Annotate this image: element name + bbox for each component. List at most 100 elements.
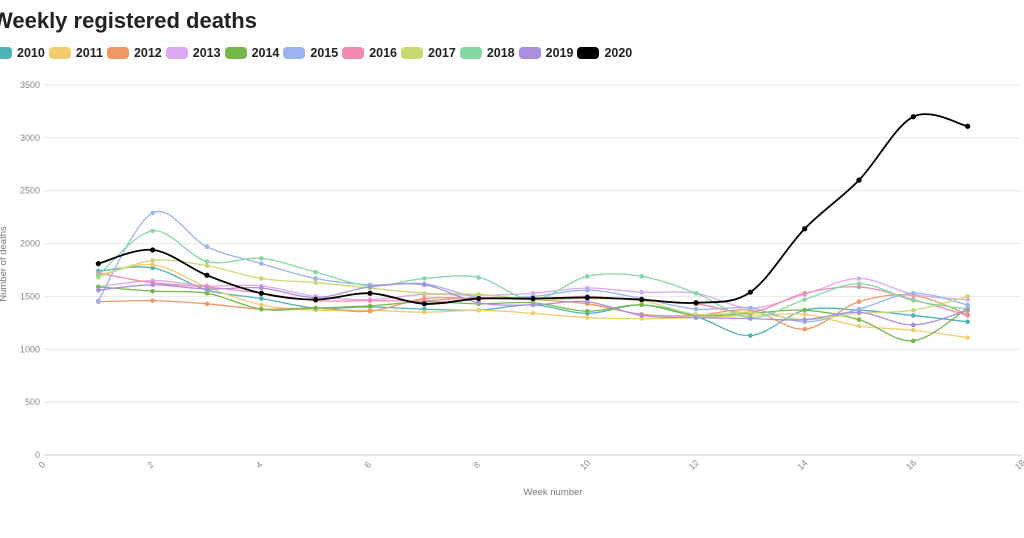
data-point-2012 <box>802 326 807 332</box>
data-point-2011 <box>476 307 481 313</box>
y-tick-label: 2500 <box>20 186 40 196</box>
y-tick-label: 3500 <box>20 80 40 90</box>
data-point-2020 <box>313 297 319 303</box>
data-point-2020 <box>693 300 699 306</box>
data-point-2019 <box>748 316 753 321</box>
x-tick-label: 8 <box>471 460 482 471</box>
series-line-2015 <box>97 210 968 323</box>
data-point-2020 <box>421 301 427 307</box>
data-point-2014 <box>802 307 807 313</box>
data-point-2013 <box>530 290 536 296</box>
data-point-2020 <box>856 177 862 183</box>
legend-label: 2017 <box>428 46 456 60</box>
data-point-2020 <box>747 289 753 295</box>
x-tick-label: 12 <box>687 458 701 472</box>
x-tick-label: 16 <box>904 458 918 472</box>
legend-item-2016[interactable]: 2016 <box>342 46 397 60</box>
data-point-2013 <box>965 297 970 302</box>
x-tick-label: 0 <box>37 460 48 471</box>
data-point-2019 <box>856 309 862 315</box>
x-tick-label: 6 <box>363 460 374 471</box>
legend-item-2010[interactable]: 2010 <box>0 46 45 60</box>
data-point-2011 <box>802 312 807 317</box>
data-point-2011 <box>150 262 155 268</box>
data-point-2018 <box>259 256 264 261</box>
y-tick-label: 2000 <box>20 239 40 249</box>
legend-item-2019[interactable]: 2019 <box>518 46 573 60</box>
data-point-2015 <box>911 290 916 296</box>
legend-item-2012[interactable]: 2012 <box>106 46 162 60</box>
data-point-2014 <box>367 303 373 309</box>
series-line-2020 <box>98 113 968 305</box>
data-point-2017 <box>911 307 916 313</box>
data-point-2017 <box>150 258 155 263</box>
data-point-2019 <box>367 284 373 290</box>
data-point-2019 <box>259 285 264 291</box>
data-point-2011 <box>585 315 590 320</box>
legend-label: 2012 <box>133 46 162 60</box>
data-point-2015 <box>585 287 590 293</box>
data-point-2016 <box>856 284 862 290</box>
data-point-2015 <box>204 244 210 250</box>
data-point-2011 <box>911 327 916 333</box>
data-point-2017 <box>422 290 427 296</box>
data-point-2013 <box>639 289 644 295</box>
legend-item-2011[interactable]: 2011 <box>48 46 103 60</box>
legend-item-2015[interactable]: 2015 <box>283 46 338 60</box>
legend-swatch <box>401 47 423 59</box>
legend-item-2013[interactable]: 2013 <box>165 46 221 60</box>
data-point-2018 <box>911 298 916 303</box>
data-point-2010 <box>150 265 155 271</box>
data-point-2010 <box>965 319 970 325</box>
legend-item-2014[interactable]: 2014 <box>224 46 279 60</box>
data-point-2019 <box>965 307 970 313</box>
data-point-2011 <box>530 311 536 316</box>
legend-item-2018[interactable]: 2018 <box>459 46 515 60</box>
data-point-2012 <box>367 308 373 314</box>
y-axis-title: Number of deaths <box>0 226 9 302</box>
y-tick-label: 0 <box>35 450 40 460</box>
data-point-2018 <box>585 274 590 279</box>
legend-swatch <box>224 47 247 59</box>
data-point-2014 <box>639 302 644 308</box>
legend-item-2020[interactable]: 2020 <box>577 46 632 60</box>
legend-swatch <box>577 47 600 59</box>
chart-legend: 2010 2011 2012 2013 2014 2015 2016 2017 2018 2019… <box>0 46 644 60</box>
data-point-2013 <box>856 276 862 281</box>
data-point-2016 <box>802 290 807 296</box>
data-point-2017 <box>313 280 318 285</box>
data-point-2012 <box>150 298 155 303</box>
y-tick-label: 1500 <box>20 291 40 301</box>
data-point-2020 <box>530 295 536 302</box>
data-point-2010 <box>911 313 916 318</box>
data-point-2011 <box>639 316 644 321</box>
data-point-2020 <box>639 297 645 303</box>
data-point-2018 <box>639 274 644 279</box>
legend-item-2017[interactable]: 2017 <box>401 46 456 60</box>
data-point-2020 <box>258 290 264 296</box>
data-point-2017 <box>476 292 481 297</box>
data-point-2019 <box>150 282 155 288</box>
data-point-2019 <box>585 299 590 305</box>
data-point-2019 <box>204 286 210 292</box>
data-point-2015 <box>259 261 264 266</box>
legend-swatch <box>518 47 541 59</box>
legend-label: 2010 <box>17 46 45 60</box>
data-point-2018 <box>856 281 862 287</box>
data-point-2020 <box>204 272 210 278</box>
data-point-2020 <box>965 123 971 129</box>
data-point-2020 <box>150 247 156 253</box>
data-point-2019 <box>422 282 427 288</box>
data-point-2010 <box>748 333 753 338</box>
data-point-2011 <box>856 323 862 329</box>
data-point-2019 <box>911 322 916 328</box>
legend-swatch <box>342 47 365 59</box>
legend-swatch <box>0 47 12 59</box>
data-point-2015 <box>693 306 699 312</box>
x-tick-label: 2 <box>145 460 156 471</box>
y-tick-label: 1000 <box>20 344 40 354</box>
data-point-2019 <box>802 317 807 322</box>
data-point-2014 <box>911 338 916 344</box>
data-point-2017 <box>693 312 699 317</box>
